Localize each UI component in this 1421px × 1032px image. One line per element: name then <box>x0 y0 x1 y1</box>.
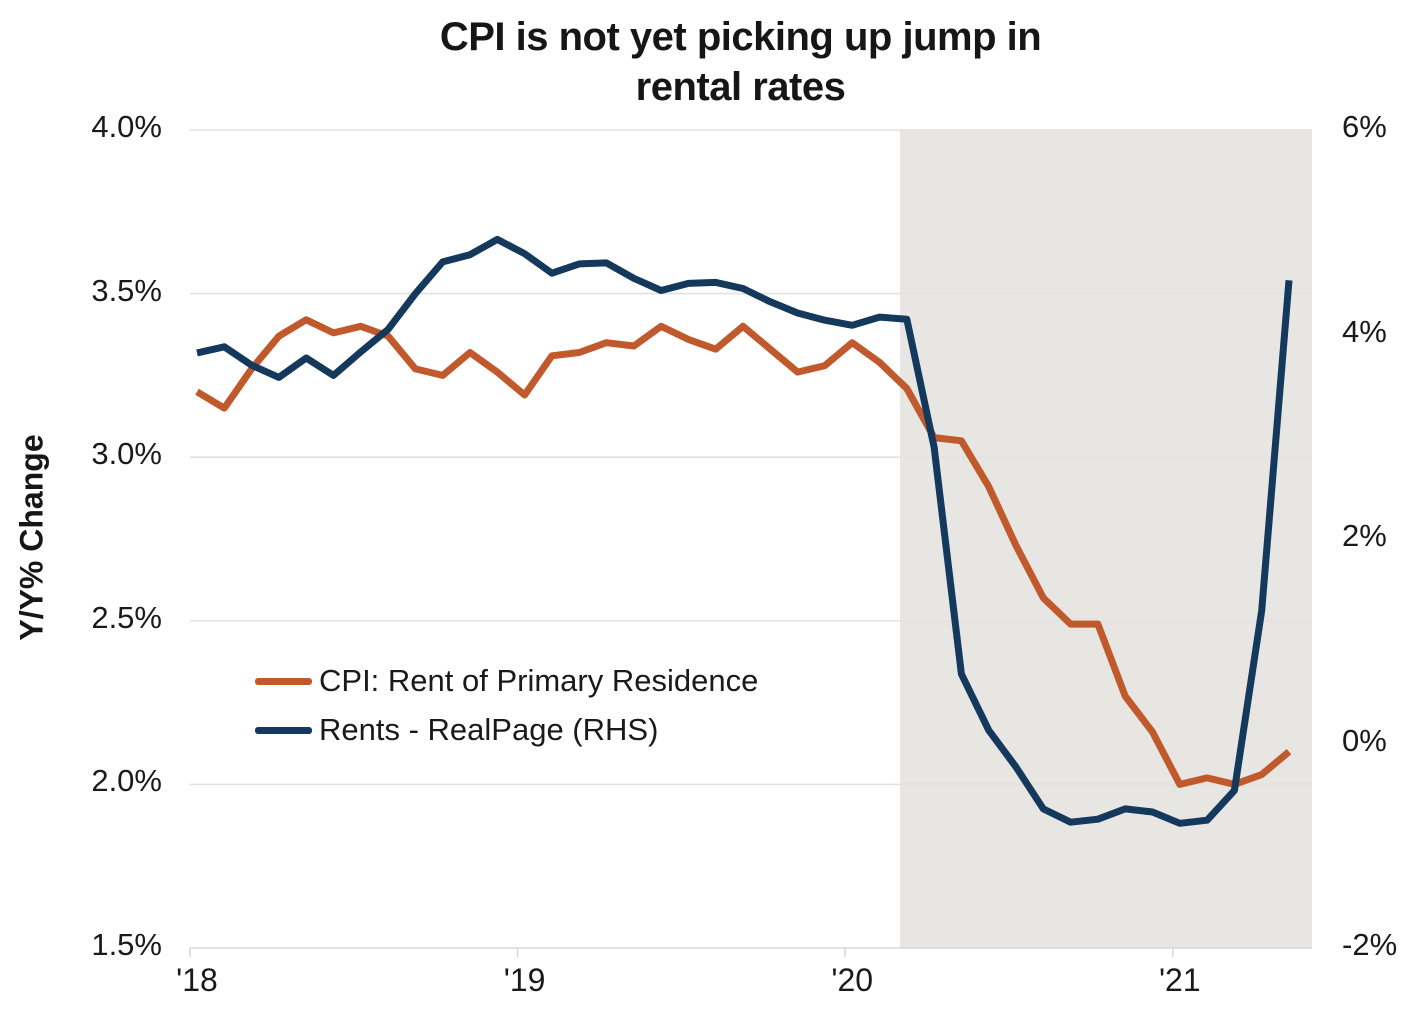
legend-item-cpi: CPI: Rent of Primary Residence <box>255 663 758 699</box>
left-axis-tick-label: 1.5% <box>91 927 162 962</box>
realpage-rents-line <box>196 235 1293 827</box>
x-axis-tick-label: '21 <box>1158 962 1201 998</box>
legend: CPI: Rent of Primary Residence Rents - R… <box>255 663 758 748</box>
chart-title-line1: CPI is not yet picking up jump in <box>439 15 1042 59</box>
right-axis-tick-label: 4% <box>1342 313 1387 349</box>
left-axis-tick-label: 4.0% <box>91 109 162 144</box>
right-axis-tick-label: 2% <box>1342 518 1387 553</box>
right-axis-tick-label: 0% <box>1342 722 1387 758</box>
left-axis-tick-label: 2.5% <box>91 599 162 635</box>
chart-title-line2: rental rates <box>635 65 846 109</box>
x-axis-tick-label: '18 <box>176 962 218 998</box>
cpi-line-swatch-icon <box>255 677 312 685</box>
left-axis-tick-label: 3.5% <box>91 272 162 308</box>
left-axis-tick-label: 2.0% <box>91 763 162 799</box>
chart-title: CPI is not yet picking up jump in rental… <box>60 12 1421 112</box>
legend-label-cpi: CPI: Rent of Primary Residence <box>319 663 759 698</box>
legend-label-realpage: Rents - RealPage (RHS) <box>319 712 659 747</box>
x-axis-tick-label: '19 <box>503 962 546 998</box>
realpage-line-swatch-icon <box>255 726 312 734</box>
right-axis-tick-label: 6% <box>1342 109 1387 144</box>
left-axis-tick-label: 3.0% <box>91 436 162 472</box>
x-axis-tick-label: '20 <box>831 962 874 998</box>
right-axis-tick-label: -2% <box>1342 927 1398 962</box>
legend-item-realpage: Rents - RealPage (RHS) <box>255 712 758 748</box>
recession-shading-band <box>899 130 1312 948</box>
